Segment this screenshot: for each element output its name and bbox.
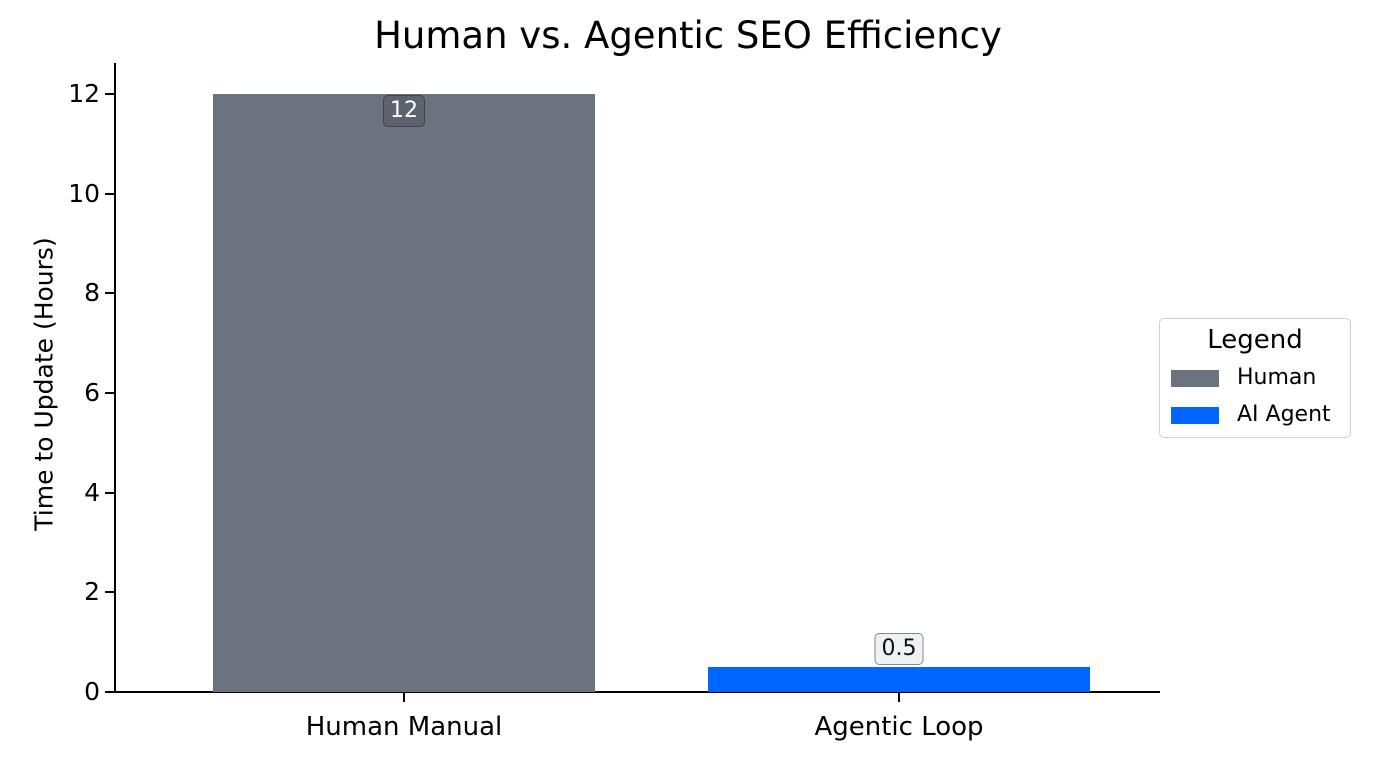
legend-label-human: Human: [1237, 365, 1317, 390]
y-tick: [105, 292, 114, 295]
y-tick: [105, 491, 114, 494]
y-tick: [105, 591, 114, 594]
x-axis-line: [114, 691, 1160, 693]
chart-title: Human vs. Agentic SEO Efficiency: [374, 14, 1002, 57]
legend-swatch-ai-agent: [1171, 407, 1219, 424]
x-tick-label: Agentic Loop: [814, 712, 984, 742]
legend-label-ai-agent: AI Agent: [1237, 402, 1331, 427]
bar-agentic-loop: [708, 667, 1090, 692]
x-tick-label: Human Manual: [305, 712, 503, 742]
y-tick-label: 0: [84, 677, 100, 706]
y-tick: [105, 691, 114, 693]
y-tick-label: 8: [84, 278, 100, 308]
y-axis-line: [114, 63, 116, 693]
y-tick-label: 4: [84, 477, 100, 507]
legend: Legend Human AI Agent: [1159, 318, 1351, 438]
y-tick: [105, 192, 114, 195]
y-tick-label: 10: [68, 178, 100, 208]
bar-human-manual: [213, 94, 595, 692]
y-tick: [105, 392, 114, 395]
bar-value-label: 0.5: [874, 633, 924, 665]
x-tick: [403, 693, 405, 702]
y-tick-label: 12: [68, 79, 100, 109]
x-tick: [898, 693, 900, 702]
y-tick: [105, 93, 114, 96]
y-tick-label: 6: [84, 378, 100, 408]
legend-swatch-human: [1171, 370, 1219, 387]
bar-value-label: 12: [383, 95, 425, 127]
legend-title: Legend: [1207, 325, 1303, 355]
y-tick-label: 2: [84, 577, 100, 607]
